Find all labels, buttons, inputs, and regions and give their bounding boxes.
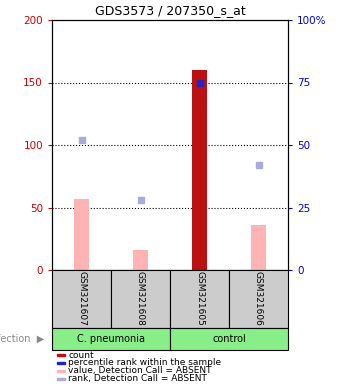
Bar: [74, 199, 89, 270]
Bar: [52, 270, 111, 328]
Bar: [251, 225, 266, 270]
Bar: [133, 250, 148, 270]
Bar: [52, 328, 170, 350]
Bar: [111, 270, 170, 328]
Bar: [57, 354, 65, 356]
Bar: [192, 70, 207, 270]
Text: value, Detection Call = ABSENT: value, Detection Call = ABSENT: [68, 366, 211, 375]
Text: GSM321606: GSM321606: [254, 271, 263, 326]
Bar: [57, 377, 65, 379]
Bar: [57, 370, 65, 372]
Text: GSM321608: GSM321608: [136, 271, 145, 326]
Bar: [170, 270, 229, 328]
Text: C. pneumonia: C. pneumonia: [77, 334, 145, 344]
Text: GSM321607: GSM321607: [77, 271, 86, 326]
Bar: [57, 362, 65, 364]
Text: control: control: [212, 334, 246, 344]
Title: GDS3573 / 207350_s_at: GDS3573 / 207350_s_at: [95, 5, 245, 17]
Text: infection  ▶: infection ▶: [0, 334, 44, 344]
Bar: [229, 270, 288, 328]
Text: GSM321605: GSM321605: [195, 271, 204, 326]
Text: count: count: [68, 351, 94, 359]
Text: rank, Detection Call = ABSENT: rank, Detection Call = ABSENT: [68, 374, 207, 383]
Text: percentile rank within the sample: percentile rank within the sample: [68, 358, 221, 367]
Bar: [170, 328, 288, 350]
